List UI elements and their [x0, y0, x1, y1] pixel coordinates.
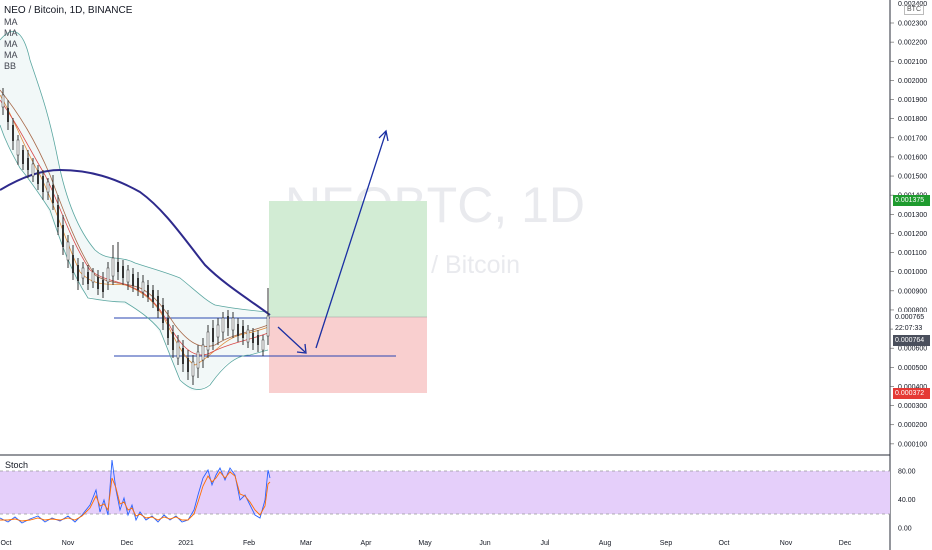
price-tick-label: 0.000100 — [898, 441, 927, 448]
time-tick-label: Oct — [719, 540, 730, 547]
last-price-badge: 0.000764 — [893, 335, 930, 346]
price-tick-label: 0.000800 — [898, 307, 927, 314]
stoch-band — [0, 471, 890, 514]
price-tick-label: 0.000400 — [898, 384, 927, 391]
currency-unit-label: BTC — [904, 4, 924, 15]
time-tick-label: Sep — [660, 540, 673, 547]
target-zone[interactable] — [269, 201, 427, 317]
time-tick-label: Oct — [1, 540, 12, 547]
ma-medium — [0, 89, 269, 347]
price-tick-label: 0.000900 — [898, 288, 927, 295]
price-tick-label: 0.001300 — [898, 212, 927, 219]
projection-arrow-up[interactable] — [315, 129, 389, 349]
time-tick-label: Dec — [121, 540, 134, 547]
price-axis[interactable]: 0.002300 0.002200 0.002100 0.002000 0.001900… — [890, 1, 927, 448]
price-tick-label: 0.001800 — [898, 116, 927, 123]
price-tick-label: 0.000500 — [898, 365, 927, 372]
target-price-badge: 0.001375 — [893, 195, 930, 206]
price-tick-label: 0.001600 — [898, 154, 927, 161]
time-tick-label: Jun — [479, 540, 490, 547]
projection-arrow-down[interactable] — [277, 326, 307, 354]
price-tick-label: 0.001500 — [898, 174, 927, 181]
time-tick-label: 2021 — [178, 540, 194, 547]
time-axis[interactable]: Oct Nov Dec 2021 Feb Mar Apr May Jun Jul Aug Sep Oct… — [1, 540, 852, 547]
price-tick-label: 0.002100 — [898, 59, 927, 66]
price-tick-label: 0.001100 — [898, 250, 927, 257]
stoch-d-line — [0, 471, 271, 522]
price-tick-label: 0.000600 — [898, 346, 927, 353]
countdown-badge: 22:07:33 — [893, 323, 930, 334]
ma-200 — [0, 168, 271, 316]
entry-price-badge: 0.000765 — [893, 312, 930, 323]
price-tick-label: 0.001900 — [898, 97, 927, 104]
price-tick-label: 0.001200 — [898, 231, 927, 238]
time-tick-label: Feb — [243, 540, 255, 547]
bb-upper — [0, 31, 269, 313]
stoch-tick-label: 0.00 — [898, 526, 912, 533]
time-tick-label: Aug — [599, 540, 612, 547]
price-tick-label: 0.000200 — [898, 422, 927, 429]
symbol-title[interactable]: NEO / Bitcoin, 1D, BINANCE — [4, 5, 133, 16]
price-tick-label: 0.002200 — [898, 40, 927, 47]
time-tick-label: Dec — [839, 540, 852, 547]
bb-fill — [0, 31, 268, 391]
stoch-tick-label: 40.00 — [898, 497, 916, 504]
candles[interactable] — [1, 88, 270, 385]
price-tick-label: 0.002300 — [898, 21, 927, 28]
stoch-label[interactable]: Stoch — [5, 460, 29, 470]
indicator-bb[interactable]: BB — [4, 61, 17, 71]
price-tick-label: 0.001700 — [898, 135, 927, 142]
time-tick-label: May — [418, 540, 432, 547]
stop-price-badge: 0.000372 — [893, 388, 930, 399]
time-tick-label: Nov — [62, 540, 75, 547]
indicator-ma-4[interactable]: MA — [4, 50, 18, 60]
time-tick-label: Apr — [361, 540, 373, 547]
indicator-ma-1[interactable]: MA — [4, 17, 18, 27]
indicator-list: MA MA MA MA BB — [4, 17, 18, 72]
price-tick-label: 0.001000 — [898, 269, 927, 276]
price-tick-label: 0.002000 — [898, 78, 927, 85]
indicator-ma-3[interactable]: MA — [4, 39, 18, 49]
time-tick-label: Jul — [541, 540, 550, 547]
stop-zone[interactable] — [269, 317, 427, 393]
bb-lower — [0, 124, 269, 390]
stoch-axis[interactable]: 80.00 40.00 0.00 — [898, 469, 916, 533]
time-tick-label: Mar — [300, 540, 313, 547]
stoch-tick-label: 80.00 — [898, 469, 916, 476]
price-tick-label: 0.000300 — [898, 403, 927, 410]
indicator-ma-2[interactable]: MA — [4, 28, 18, 38]
time-tick-label: Nov — [780, 540, 793, 547]
